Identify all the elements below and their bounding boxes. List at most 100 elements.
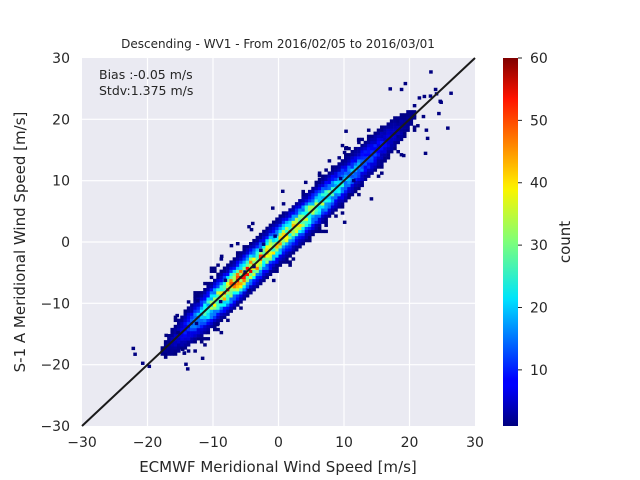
histogram-cell — [351, 178, 356, 183]
histogram-cell — [219, 315, 224, 319]
histogram-cell — [291, 242, 296, 246]
histogram-cell — [334, 214, 338, 218]
histogram-cell — [173, 327, 178, 332]
histogram-cell — [252, 248, 256, 252]
histogram-cell — [229, 288, 233, 292]
histogram-cell — [327, 183, 332, 188]
histogram-cell — [402, 125, 407, 129]
histogram-cell — [294, 232, 299, 237]
histogram-cell — [275, 229, 279, 234]
histogram-cell — [389, 119, 394, 123]
histogram-cell — [324, 189, 328, 194]
histogram-cell — [196, 303, 201, 307]
y-tick-label: 0 — [61, 235, 70, 251]
histogram-cell — [262, 263, 266, 267]
histogram-cell — [239, 251, 243, 255]
histogram-cell — [321, 220, 325, 224]
histogram-cell — [393, 146, 397, 151]
histogram-cell — [226, 312, 230, 316]
histogram-cell — [363, 150, 368, 154]
histogram-cell — [203, 321, 207, 326]
histogram-cell — [373, 146, 378, 151]
bias-annotation: Bias :-0.05 m/s — [99, 67, 193, 82]
histogram-cell — [258, 260, 263, 264]
histogram-cell — [423, 151, 428, 156]
histogram-cell — [219, 318, 224, 323]
histogram-cell — [347, 153, 351, 157]
histogram-cell — [376, 174, 381, 178]
histogram-cell — [301, 220, 305, 224]
histogram-cell — [213, 281, 217, 286]
histogram-cell — [193, 309, 197, 313]
histogram-cell — [213, 288, 217, 292]
histogram-cell — [249, 275, 253, 280]
histogram-cell — [314, 196, 319, 200]
histogram-cell — [203, 281, 207, 286]
histogram-cell — [239, 254, 243, 258]
histogram-cell — [317, 189, 322, 194]
histogram-cell — [216, 303, 220, 307]
histogram-cell — [275, 223, 279, 227]
histogram-cell — [229, 272, 233, 277]
histogram-cell — [190, 309, 194, 313]
histogram-cell — [206, 284, 211, 289]
y-tick-label: −20 — [40, 358, 70, 374]
y-tick-label: 10 — [52, 174, 70, 190]
histogram-cell — [203, 288, 207, 292]
histogram-cell — [291, 235, 296, 240]
histogram-cell — [252, 242, 256, 246]
histogram-cell — [285, 220, 289, 224]
histogram-cell — [239, 306, 243, 310]
histogram-cell — [183, 337, 188, 341]
histogram-cell — [278, 263, 283, 267]
histogram-cell — [304, 220, 309, 224]
histogram-cell — [163, 343, 168, 347]
histogram-cell — [219, 275, 224, 280]
histogram-cell — [226, 281, 230, 286]
histogram-cell — [360, 168, 364, 172]
histogram-cell — [170, 330, 174, 335]
histogram-cell — [213, 269, 217, 273]
histogram-cell — [386, 156, 391, 160]
histogram-cell — [386, 150, 391, 154]
histogram-cell — [370, 165, 374, 169]
histogram-cell — [321, 229, 325, 234]
histogram-cell — [275, 266, 279, 270]
histogram-cell — [242, 284, 247, 289]
histogram-cell — [307, 220, 312, 224]
histogram-cell — [363, 140, 368, 145]
histogram-cell — [226, 300, 230, 304]
histogram-cell — [330, 165, 335, 169]
histogram-cell — [330, 211, 335, 215]
histogram-cell — [216, 281, 220, 286]
histogram-cell — [176, 340, 181, 344]
histogram-cell — [314, 183, 319, 188]
histogram-cell — [222, 284, 227, 289]
histogram-cell — [249, 227, 254, 232]
histogram-cell — [209, 291, 214, 295]
histogram-cell — [373, 137, 378, 142]
histogram-cell — [301, 229, 305, 234]
histogram-cell — [278, 260, 283, 264]
histogram-cell — [330, 168, 335, 172]
histogram-cell — [258, 238, 263, 243]
histogram-cell — [219, 272, 224, 277]
colorbar-tick-label: 40 — [530, 176, 548, 192]
histogram-cell — [262, 248, 266, 252]
histogram-cell — [383, 125, 387, 129]
histogram-cell — [232, 269, 237, 273]
histogram-cell — [321, 211, 325, 215]
histogram-cell — [262, 260, 266, 264]
histogram-cell — [242, 291, 247, 295]
histogram-cell — [262, 272, 266, 277]
histogram-cell — [262, 238, 266, 243]
histogram-cell — [291, 238, 296, 243]
histogram-cell — [340, 205, 345, 209]
histogram-cell — [209, 315, 214, 319]
histogram-cell — [363, 153, 368, 157]
histogram-cell — [291, 217, 296, 221]
histogram-cell — [353, 177, 358, 181]
histogram-cell — [209, 309, 214, 313]
histogram-cell — [337, 174, 342, 178]
histogram-cell — [380, 150, 384, 154]
